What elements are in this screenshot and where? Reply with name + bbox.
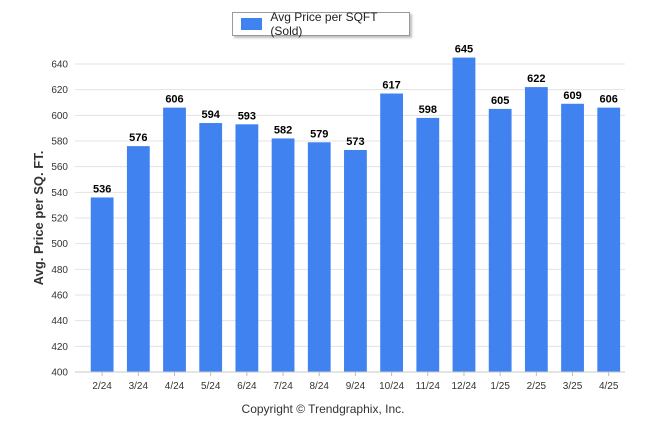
bar [452,57,476,372]
bar [524,87,548,372]
x-tick-label: 11/24 [416,381,441,392]
bar [597,107,621,372]
x-tick-label: 7/24 [273,381,293,392]
data-labels: 536 576 606 594 593 582 579 573 617 598 645 605 622 6… [93,44,618,196]
data-label: 573 [346,136,364,148]
y-axis-ticks: 400 420 440 460 480 500 520 540 560 580 600 620 640 [51,60,68,379]
data-label: 579 [310,128,328,140]
data-label: 582 [274,124,292,136]
y-tick-label: 640 [51,60,68,71]
bar [235,124,259,372]
x-tick-label: 5/24 [201,381,221,392]
y-tick-label: 480 [51,265,68,276]
bar [561,103,584,373]
data-label: 617 [382,80,400,92]
bar [199,123,223,373]
bars [90,57,621,373]
data-label: 594 [202,109,221,121]
bar [344,149,367,372]
data-label: 593 [238,110,256,122]
bar [488,108,512,373]
x-tick-label: 2/25 [527,381,547,392]
y-tick-label: 540 [51,188,68,199]
bar [126,146,150,372]
y-axis-label: Avg. Price per SQ. FT. [31,151,46,286]
bar [416,117,440,373]
data-label: 536 [93,183,111,195]
legend-label: Avg Price per SQFT (Sold) [270,10,378,38]
data-label: 645 [455,44,473,56]
y-tick-label: 500 [51,239,68,250]
x-tick-label: 9/24 [346,381,366,392]
y-tick-label: 460 [51,291,68,302]
data-label: 609 [563,90,581,102]
x-tick-label: 4/25 [599,381,619,392]
data-label: 622 [527,73,545,85]
y-tick-label: 440 [51,316,68,327]
data-label: 598 [419,104,437,116]
y-tick-label: 620 [51,85,68,96]
x-tick-label: 2/24 [92,381,112,392]
data-label: 605 [491,95,509,107]
x-tick-label: 4/24 [165,381,185,392]
bar [380,93,404,373]
x-tick-label: 1/25 [490,381,510,392]
copyright-text: Copyright © Trendgraphix, Inc. [241,402,405,416]
bar [90,197,114,372]
data-label: 576 [129,132,147,144]
x-tick-label: 8/24 [310,381,330,392]
x-tick-label: 10/24 [379,381,404,392]
x-tick-label: 12/24 [451,381,476,392]
legend: Avg Price per SQFT (Sold) [232,10,410,38]
x-tick-label: 6/24 [237,381,257,392]
y-tick-label: 580 [51,137,68,148]
x-axis-ticks: 2/24 3/24 4/24 5/24 6/24 7/24 8/24 9/24 10/24 11/… [75,371,625,392]
data-label: 606 [600,94,618,106]
bar [307,142,331,372]
legend-swatch [241,18,263,30]
y-tick-label: 420 [51,342,68,353]
bar [271,138,295,372]
x-tick-label: 3/24 [129,381,149,392]
y-tick-label: 400 [51,368,68,379]
y-tick-label: 600 [51,111,68,122]
bar [163,107,186,372]
x-tick-label: 3/25 [563,381,583,392]
y-tick-label: 520 [51,214,68,225]
data-label: 606 [165,94,183,106]
y-tick-label: 560 [51,162,68,173]
